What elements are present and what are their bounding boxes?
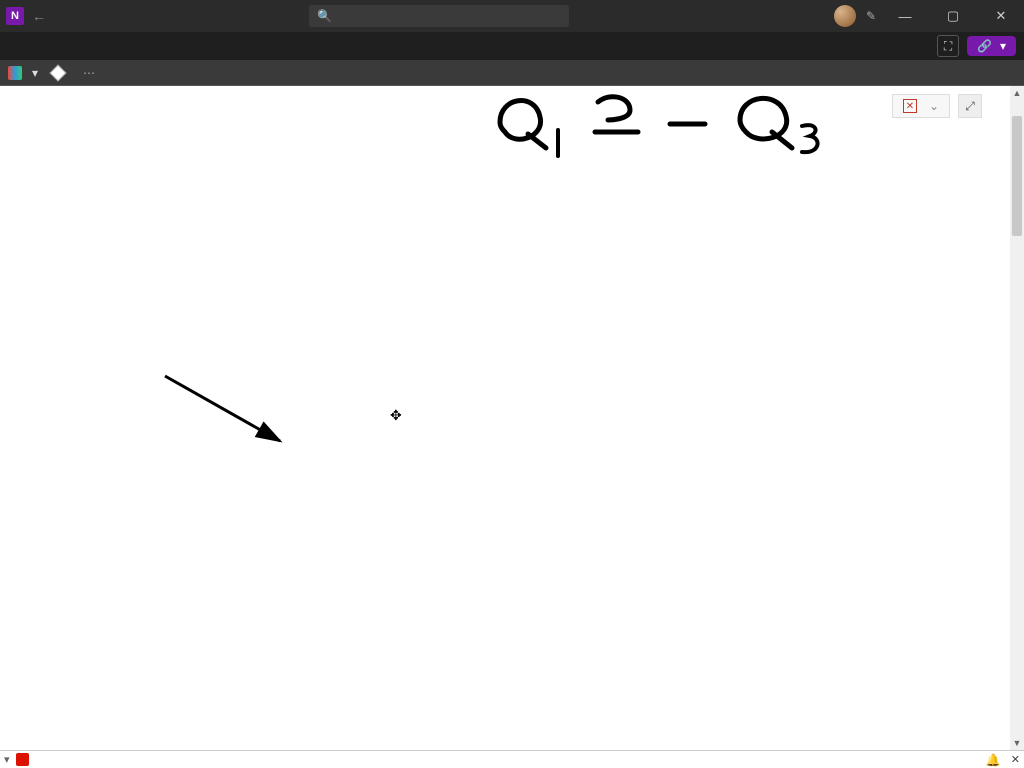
menu-help[interactable] (162, 42, 182, 50)
back-icon[interactable]: ← (32, 8, 46, 24)
search-icon: 🔍 (317, 9, 332, 23)
os-taskbar: ▾ 🔔 ✕ (0, 750, 1024, 768)
close-button[interactable]: ✕ (982, 0, 1020, 32)
mathematica-icon[interactable] (16, 753, 29, 766)
handwriting-ink (480, 86, 840, 162)
menu-bar: ⛶ 🔗 ▾ (0, 32, 1024, 60)
menu-home[interactable] (30, 42, 50, 50)
maximize-button[interactable]: ▢ (934, 0, 972, 32)
expand-icon[interactable]: ⤢ (958, 94, 982, 118)
menu-history[interactable] (96, 42, 116, 50)
ribbon-mode-icon[interactable]: ✎ (866, 9, 876, 23)
menu-items (8, 42, 182, 50)
menu-insert[interactable] (52, 42, 72, 50)
arrow-annotation (160, 371, 310, 461)
scrollbar-thumb[interactable] (1012, 116, 1022, 236)
toolbar-overflow[interactable]: ⋯ (83, 66, 95, 80)
chevron-down-icon: ▾ (32, 66, 38, 80)
scroll-up-icon[interactable]: ▲ (1010, 86, 1024, 100)
search-box[interactable]: 🔍 (309, 5, 569, 27)
breadcrumb[interactable]: ✕ ⌄ (892, 94, 950, 118)
share-icon: 🔗 (977, 39, 992, 53)
share-button[interactable]: 🔗 ▾ (967, 36, 1016, 56)
taskbar-arrow-icon[interactable]: ▾ (4, 753, 10, 766)
scroll-down-icon[interactable]: ▼ (1010, 736, 1024, 750)
ink-styles-tool[interactable]: ▾ (8, 66, 38, 80)
move-cursor-icon: ✥ (390, 407, 402, 424)
user-avatar[interactable] (834, 5, 856, 27)
minimize-button[interactable]: — (886, 0, 924, 32)
menu-review[interactable] (118, 42, 138, 50)
chevron-down-icon[interactable]: ⌄ (929, 99, 939, 113)
page-canvas-wrap: ✕ ⌄ ⤢ (0, 86, 1024, 750)
chevron-down-icon: ▾ (1000, 39, 1006, 53)
eraser-tool[interactable] (52, 67, 69, 79)
fullscreen-toggle-icon[interactable]: ⛶ (937, 35, 959, 57)
menu-view[interactable] (140, 42, 160, 50)
vertical-scrollbar[interactable]: ▲ ▼ (1010, 86, 1024, 750)
draw-toolbar: ▾ ⋯ (0, 60, 1024, 86)
ink-styles-icon (8, 66, 22, 80)
breadcrumb-box: ✕ ⌄ ⤢ (892, 94, 982, 118)
eraser-icon (50, 64, 67, 81)
menu-draw[interactable] (74, 42, 94, 50)
close-icon[interactable]: ✕ (903, 99, 917, 113)
taskbar-close-icon[interactable]: ✕ (1011, 753, 1020, 766)
menu-file[interactable] (8, 42, 28, 50)
onenote-app-icon: N (6, 7, 24, 25)
window-titlebar: N ← 🔍 ✎ — ▢ ✕ (0, 0, 1024, 32)
notification-bell-icon[interactable]: 🔔 (986, 753, 1001, 767)
page-canvas[interactable]: ✕ ⌄ ⤢ (0, 86, 1010, 750)
